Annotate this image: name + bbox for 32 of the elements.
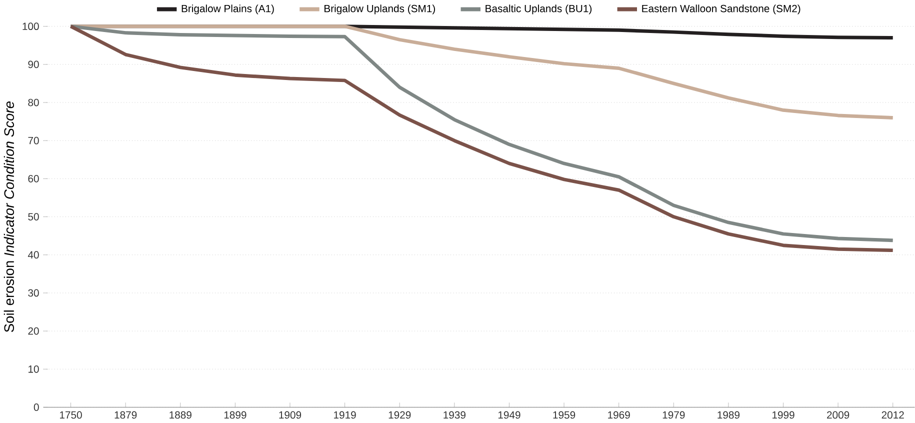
x-tick-label: 1879 (114, 412, 137, 419)
y-tick-label: 40 (28, 251, 39, 259)
x-tick-label: 1909 (279, 412, 302, 419)
x-tick-label: 2009 (827, 412, 850, 419)
x-tick-label: 1929 (388, 412, 411, 419)
x-tick-label: 1959 (553, 412, 576, 419)
x-tick-label: 1919 (334, 412, 356, 419)
y-tick-label: 100 (22, 22, 39, 30)
x-tick-label: 1939 (444, 412, 466, 419)
y-tick-label: 10 (28, 366, 39, 374)
x-tick-label: 1750 (60, 412, 82, 419)
x-tick-label: 1969 (608, 412, 630, 419)
x-tick-label: 1949 (498, 412, 520, 419)
legend-label: Brigalow Plains (A1) (182, 4, 274, 15)
y-tick-label: 30 (28, 290, 39, 297)
x-tick-label: 1899 (224, 412, 246, 419)
legend-label: Eastern Walloon Sandstone (SM2) (642, 4, 800, 15)
x-tick-label: 2012 (882, 412, 904, 419)
y-tick-label: 90 (28, 60, 39, 68)
x-tick-label: 1989 (718, 412, 740, 419)
legend-label: Brigalow Uplands (SM1) (324, 4, 436, 15)
y-tick-label: 70 (28, 137, 39, 145)
y-tick-label: 50 (28, 213, 39, 221)
x-tick-label: 1889 (170, 412, 192, 419)
x-tick-label: 1999 (772, 412, 794, 419)
y-axis-title: Soil erosion Indicator Condition Score (4, 102, 14, 332)
y-tick-label: 0 (34, 404, 39, 412)
legend-label: Basaltic Uplands (BU1) (486, 4, 592, 15)
y-tick-label: 60 (28, 175, 39, 183)
x-tick-label: 1979 (662, 412, 685, 419)
y-tick-label: 20 (28, 328, 39, 335)
y-tick-label: 80 (28, 99, 39, 106)
